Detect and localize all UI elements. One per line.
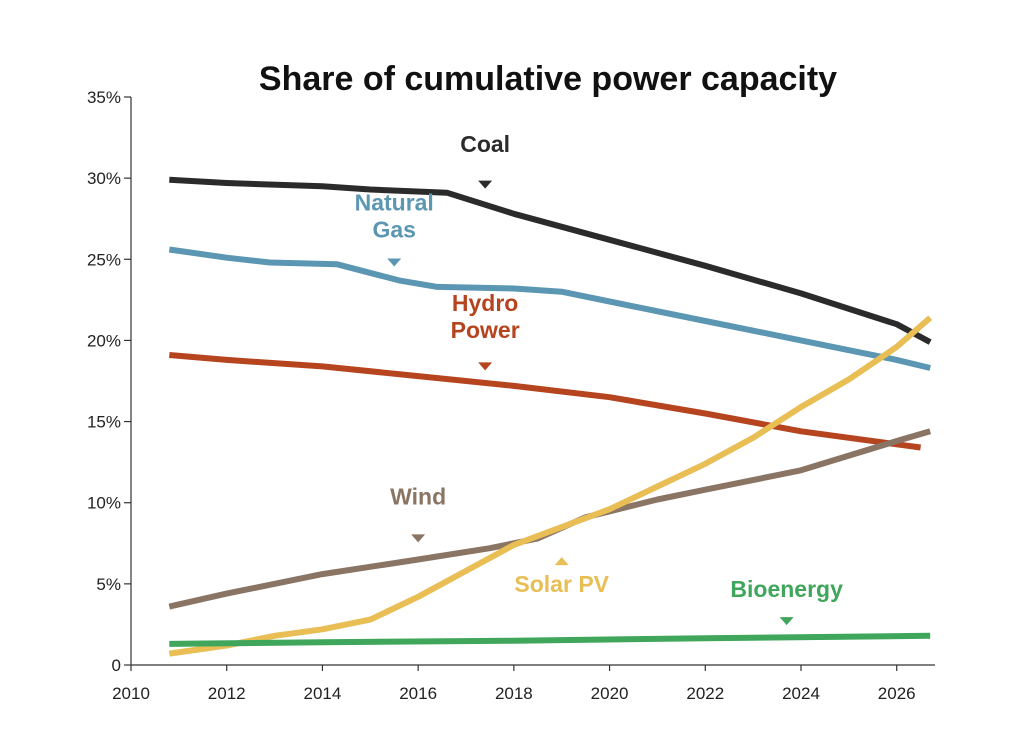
series-line-coal xyxy=(169,176,932,345)
x-tick-label: 2022 xyxy=(686,684,724,703)
y-tick-label: 25% xyxy=(87,250,121,269)
chart-title: Share of cumulative power capacity xyxy=(259,60,837,98)
y-tick-label: 0 xyxy=(112,656,121,675)
x-tick-label: 2020 xyxy=(591,684,629,703)
y-tick-label: 15% xyxy=(87,413,121,432)
series-label: Natural xyxy=(355,190,434,216)
label-pointer-marker xyxy=(779,617,794,626)
series-line-bioenergy xyxy=(169,632,931,647)
series-label: Hydro xyxy=(452,290,518,316)
y-tick-label: 30% xyxy=(87,169,121,188)
series-label: Bioenergy xyxy=(730,576,843,602)
label-pointer-marker xyxy=(387,258,402,267)
series-lines xyxy=(168,176,933,657)
y-tick-label: 10% xyxy=(87,494,121,513)
y-tick-label: 5% xyxy=(96,575,121,594)
x-tick-label: 2018 xyxy=(495,684,533,703)
series-label: Solar PV xyxy=(514,571,609,597)
label-pointer-marker xyxy=(478,180,493,189)
x-tick-label: 2024 xyxy=(782,684,820,703)
x-tick-label: 2026 xyxy=(878,684,916,703)
x-tick-label: 2014 xyxy=(304,684,342,703)
x-tick-label: 2010 xyxy=(112,684,150,703)
label-pointer-marker xyxy=(411,534,426,543)
y-tick-label: 35% xyxy=(87,88,121,107)
x-tick-label: 2012 xyxy=(208,684,246,703)
y-tick-label: 20% xyxy=(87,331,121,350)
series-line-solar-pv xyxy=(168,315,933,657)
series-label: Power xyxy=(451,317,520,343)
x-tick-label: 2016 xyxy=(399,684,437,703)
axes: 0 5% 10% 15% 20% 25% 30% 35% 2010 2012 2014 2016 201… xyxy=(87,88,935,703)
label-pointer-marker xyxy=(478,362,493,371)
series-label: Coal xyxy=(460,131,510,157)
label-pointer-marker xyxy=(554,557,569,566)
series-label: Gas xyxy=(372,217,415,243)
series-line-natural-gas xyxy=(168,246,931,371)
series-line-hydro-power xyxy=(169,352,921,451)
series-label: Wind xyxy=(390,483,446,509)
